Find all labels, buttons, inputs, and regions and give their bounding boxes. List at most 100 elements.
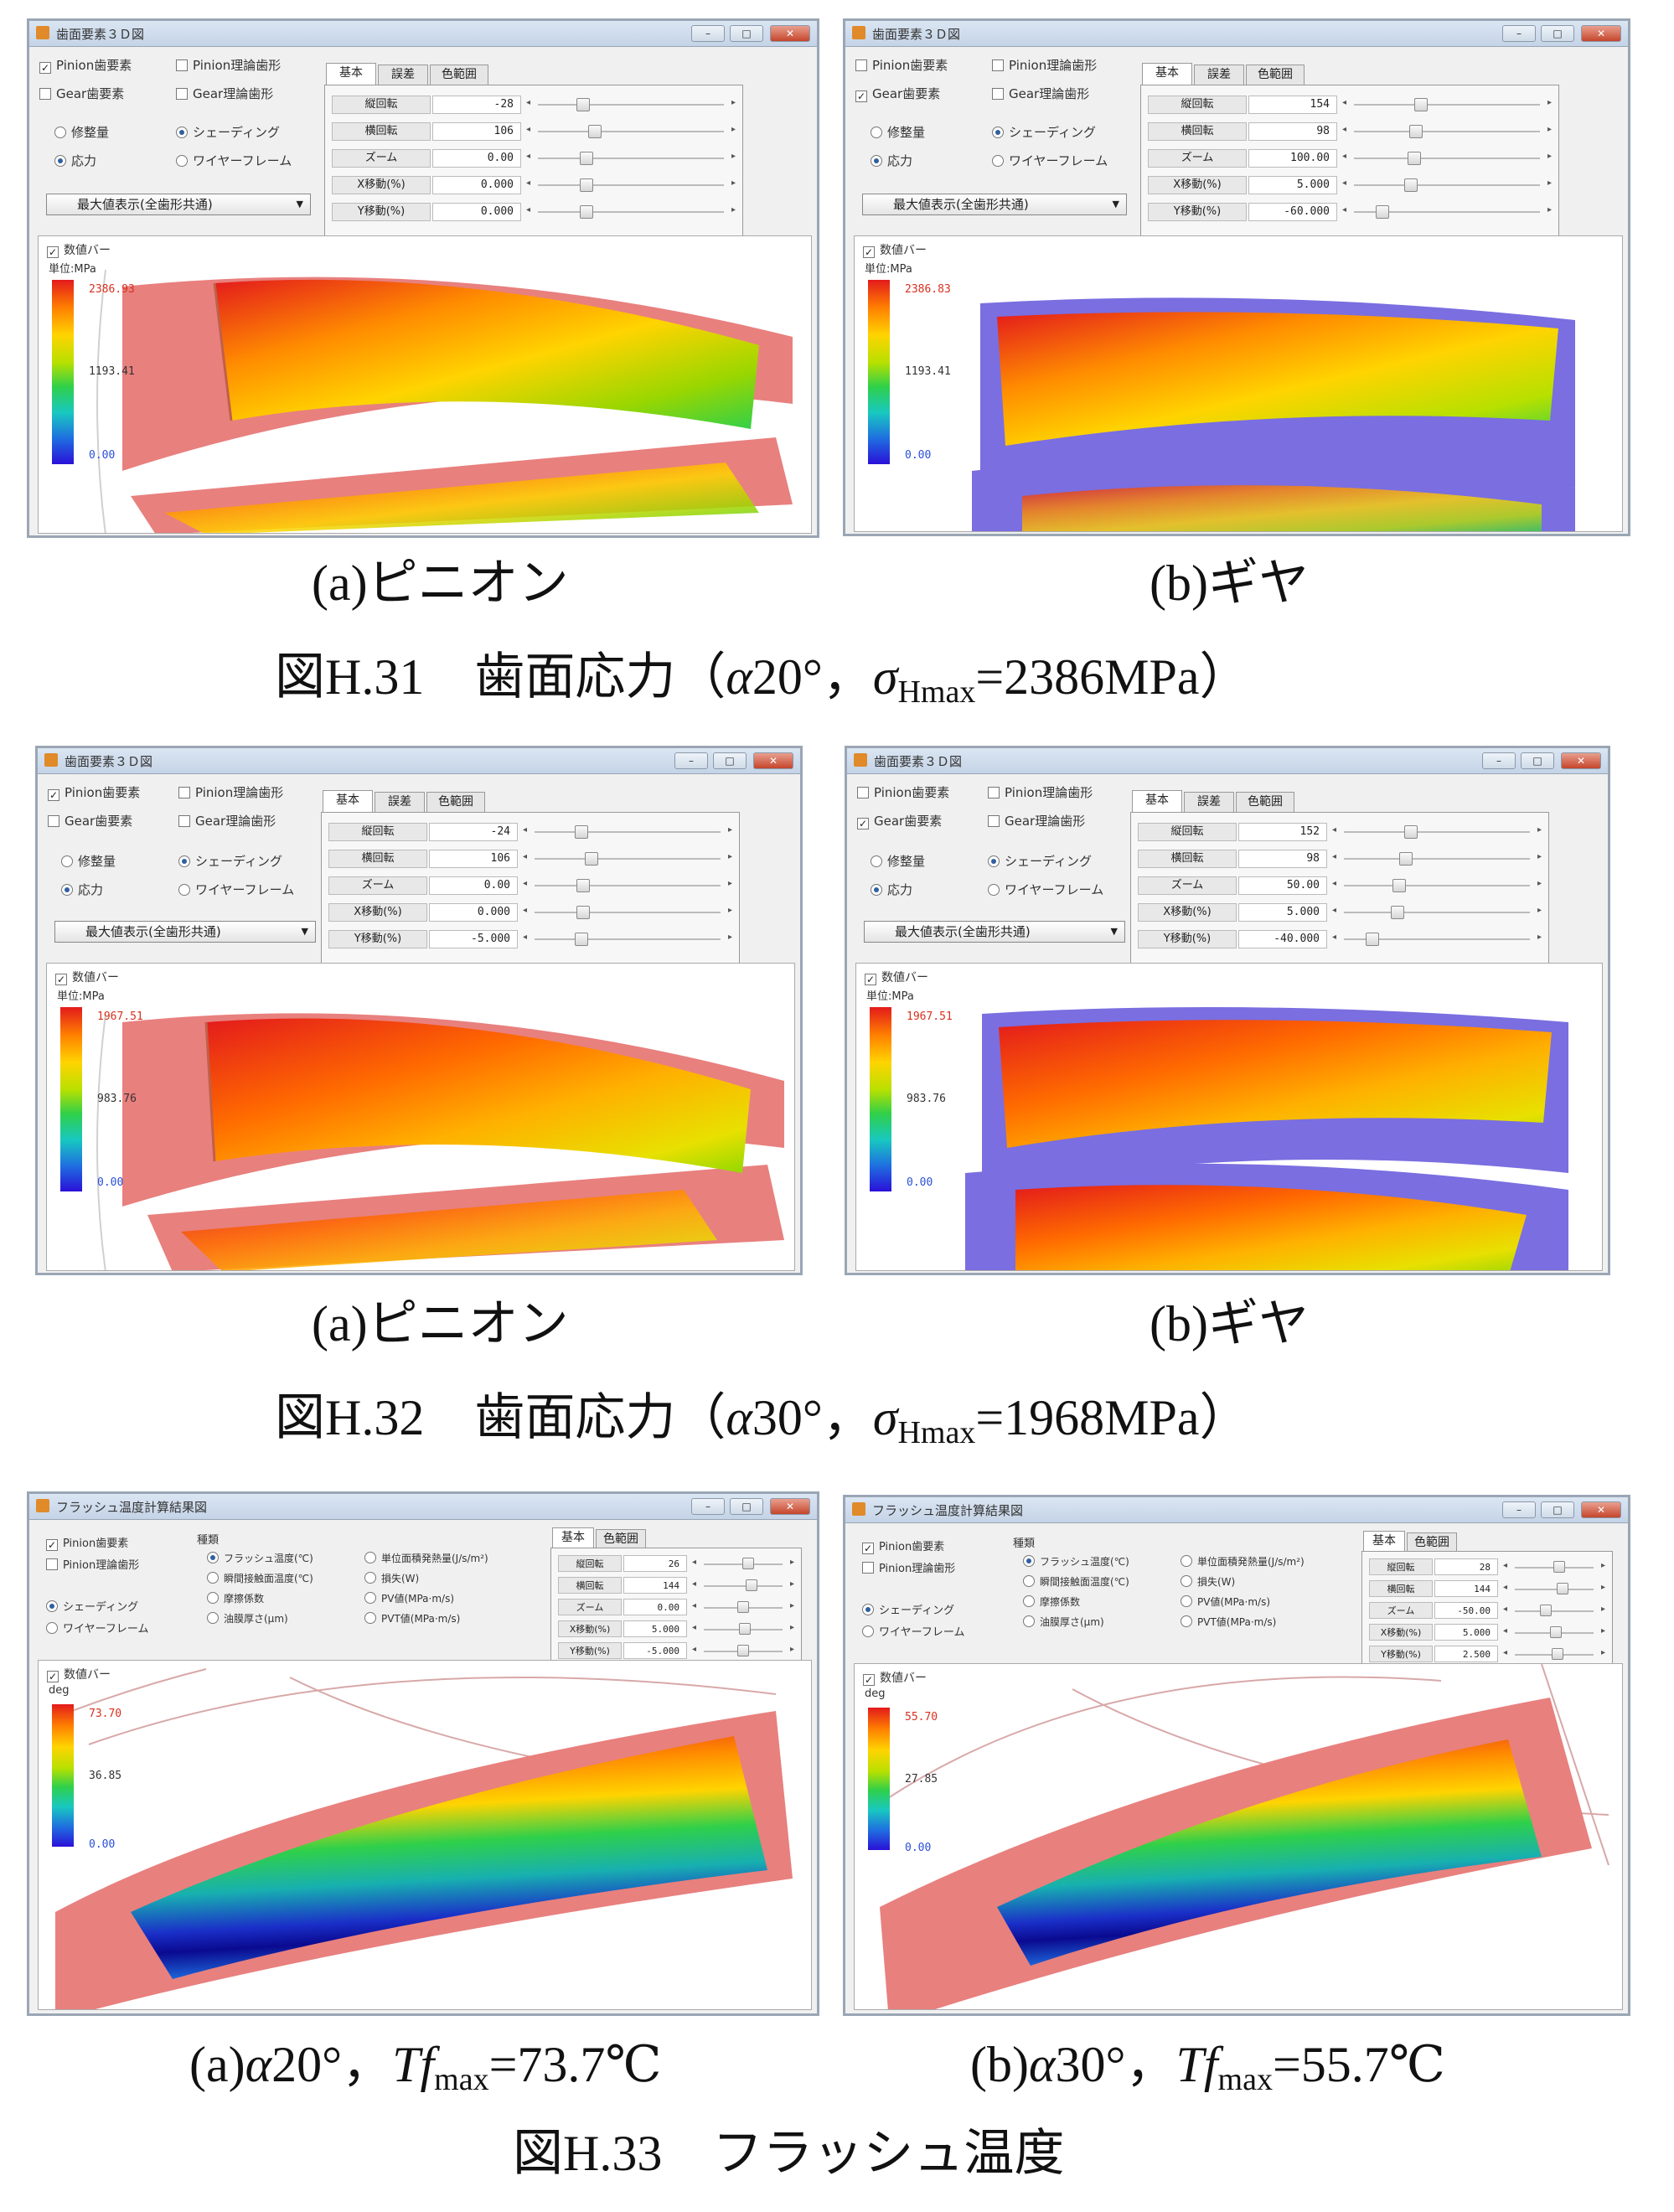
tab-error[interactable]: 誤差 [378, 65, 428, 85]
tab-color-range[interactable]: 色範囲 [596, 1529, 646, 1549]
tab-error[interactable]: 誤差 [375, 792, 425, 812]
horizontal-rotation-input[interactable]: 98 [1238, 850, 1327, 868]
minimize-button[interactable]: – [691, 1498, 725, 1515]
x-move-input[interactable]: 5.000 [623, 1620, 687, 1637]
zoom-slider[interactable]: ◂ ▸ [526, 149, 736, 168]
zoom-slider[interactable]: ◂ ▸ [523, 876, 732, 895]
y-move-input[interactable]: -40.000 [1238, 930, 1327, 948]
tab-color-range[interactable]: 色範囲 [426, 792, 485, 812]
kind-friction[interactable]: 摩擦係数 [1023, 1594, 1080, 1609]
tab-basic[interactable]: 基本 [1142, 63, 1192, 85]
zoom-input[interactable]: 50.00 [1238, 876, 1327, 895]
checkbox-gear-element[interactable]: ✓ Gear歯要素 [855, 86, 941, 102]
y-move-slider[interactable]: ◂ ▸ [692, 1642, 794, 1659]
zoom-slider[interactable]: ◂ ▸ [692, 1599, 794, 1615]
close-button[interactable]: ✕ [1581, 1501, 1621, 1518]
radio-shading[interactable]: シェーディング [178, 852, 282, 870]
vertical-rotation-slider[interactable]: ◂ ▸ [692, 1555, 794, 1572]
checkbox-pinion-element[interactable]: Pinion歯要素 [857, 783, 949, 801]
kind-oil-film[interactable]: 油膜厚さ(μm) [1023, 1615, 1104, 1629]
tab-basic[interactable]: 基本 [323, 790, 373, 812]
tab-color-range[interactable]: 色範囲 [1407, 1532, 1457, 1553]
horizontal-rotation-input[interactable]: 144 [1434, 1580, 1498, 1597]
max-display-dropdown[interactable]: 最大値表示(全歯形共通) ▼ [864, 921, 1125, 943]
radio-stress[interactable]: 応力 [54, 152, 96, 169]
x-move-input[interactable]: 5.000 [1248, 176, 1337, 194]
max-display-dropdown[interactable]: 最大値表示(全歯形共通) ▼ [862, 194, 1127, 215]
x-move-input[interactable]: 0.000 [429, 903, 518, 922]
radio-wireframe[interactable]: ワイヤーフレーム [862, 1623, 964, 1639]
zoom-input[interactable]: 100.00 [1248, 149, 1337, 168]
kind-heat-per-area[interactable]: 単位面積発熱量(J/s/m²) [364, 1551, 488, 1565]
horizontal-rotation-slider[interactable]: ◂ ▸ [1332, 850, 1542, 868]
radio-correction[interactable]: 修整量 [54, 123, 109, 141]
horizontal-rotation-slider[interactable]: ◂ ▸ [1342, 122, 1552, 141]
minimize-button[interactable]: – [1502, 1501, 1536, 1518]
kind-contact-temp[interactable]: 瞬間接触面温度(℃) [207, 1571, 313, 1585]
radio-wireframe[interactable]: ワイヤーフレーム [176, 152, 292, 169]
kind-loss[interactable]: 損失(W) [364, 1571, 419, 1585]
radio-shading[interactable]: シェーディング [862, 1601, 954, 1617]
x-move-slider[interactable]: ◂ ▸ [1332, 903, 1542, 922]
vertical-rotation-input[interactable]: 154 [1248, 96, 1337, 114]
close-button[interactable]: ✕ [753, 752, 793, 769]
checkbox-gear-element[interactable]: Gear歯要素 [39, 85, 124, 102]
kind-contact-temp[interactable]: 瞬間接触面温度(℃) [1023, 1574, 1129, 1589]
checkbox-pinion-theory[interactable]: Pinion理論歯形 [988, 783, 1093, 801]
radio-wireframe[interactable]: ワイヤーフレーム [992, 152, 1108, 169]
maximize-button[interactable]: □ [730, 25, 763, 42]
checkbox-gear-theory[interactable]: Gear理論歯形 [988, 812, 1085, 830]
radio-shading[interactable]: シェーディング [46, 1598, 138, 1614]
maximize-button[interactable]: □ [1521, 752, 1554, 769]
checkbox-pinion-element[interactable]: ✓ Pinion歯要素 [862, 1541, 945, 1554]
radio-correction[interactable]: 修整量 [871, 852, 925, 870]
zoom-input[interactable]: 0.00 [429, 876, 518, 895]
checkbox-pinion-element[interactable]: ✓ Pinion歯要素 [39, 58, 132, 74]
y-move-slider[interactable]: ◂ ▸ [1342, 203, 1552, 221]
checkbox-gear-theory[interactable]: Gear理論歯形 [992, 85, 1089, 102]
3d-viewport[interactable]: ✓ 数値バー 単位:MPa 2386.83 1193.41 0.00 [854, 235, 1623, 532]
3d-viewport[interactable]: ✓ 数値バー 単位:MPa 1967.51 983.76 0.00 [46, 963, 795, 1271]
tab-color-range[interactable]: 色範囲 [1246, 65, 1305, 85]
radio-shading[interactable]: シェーディング [176, 123, 280, 141]
vertical-rotation-input[interactable]: 26 [623, 1555, 687, 1572]
checkbox-pinion-element[interactable]: ✓ Pinion歯要素 [48, 785, 141, 801]
radio-wireframe[interactable]: ワイヤーフレーム [46, 1620, 148, 1636]
max-display-dropdown[interactable]: 最大値表示(全歯形共通) ▼ [46, 194, 311, 215]
kind-pvt[interactable]: PVT値(MPa·m/s) [364, 1611, 460, 1625]
zoom-slider[interactable]: ◂ ▸ [1503, 1602, 1605, 1619]
tab-basic[interactable]: 基本 [326, 63, 376, 85]
checkbox-pinion-theory[interactable]: Pinion理論歯形 [46, 1556, 139, 1572]
tab-basic[interactable]: 基本 [552, 1527, 594, 1549]
value-bar-checkbox[interactable]: ✓ 数値バー [863, 1672, 927, 1686]
vertical-rotation-input[interactable]: 152 [1238, 823, 1327, 841]
kind-pvt[interactable]: PVT値(MPa·m/s) [1181, 1615, 1276, 1629]
y-move-input[interactable]: -60.000 [1248, 203, 1337, 221]
checkbox-pinion-theory[interactable]: Pinion理論歯形 [178, 783, 283, 801]
3d-viewport[interactable]: ✓ 数値バー 単位:MPa 2386.93 1193.41 0.00 [38, 235, 812, 534]
horizontal-rotation-input[interactable]: 144 [623, 1577, 687, 1594]
maximize-button[interactable]: □ [713, 752, 747, 769]
tab-error[interactable]: 誤差 [1184, 792, 1234, 812]
checkbox-pinion-element[interactable]: ✓ Pinion歯要素 [46, 1538, 129, 1551]
minimize-button[interactable]: – [674, 752, 708, 769]
vertical-rotation-input[interactable]: -24 [429, 823, 518, 841]
y-move-input[interactable]: 0.000 [432, 203, 521, 221]
value-bar-checkbox[interactable]: ✓ 数値バー [47, 1668, 111, 1682]
x-move-slider[interactable]: ◂ ▸ [692, 1620, 794, 1637]
kind-heat-per-area[interactable]: 単位面積発熱量(J/s/m²) [1181, 1554, 1305, 1569]
zoom-slider[interactable]: ◂ ▸ [1342, 149, 1552, 168]
kind-flash-temp[interactable]: フラッシュ温度(℃) [207, 1551, 313, 1565]
x-move-input[interactable]: 5.000 [1434, 1624, 1498, 1641]
tab-basic[interactable]: 基本 [1363, 1531, 1405, 1553]
horizontal-rotation-slider[interactable]: ◂ ▸ [523, 850, 732, 868]
checkbox-gear-theory[interactable]: Gear理論歯形 [176, 85, 273, 102]
vertical-rotation-slider[interactable]: ◂ ▸ [526, 96, 736, 114]
vertical-rotation-slider[interactable]: ◂ ▸ [1342, 96, 1552, 114]
horizontal-rotation-input[interactable]: 98 [1248, 122, 1337, 141]
checkbox-pinion-theory[interactable]: Pinion理論歯形 [862, 1559, 955, 1575]
horizontal-rotation-slider[interactable]: ◂ ▸ [526, 122, 736, 141]
horizontal-rotation-input[interactable]: 106 [429, 850, 518, 868]
zoom-input[interactable]: 0.00 [623, 1599, 687, 1615]
kind-loss[interactable]: 損失(W) [1181, 1574, 1235, 1589]
